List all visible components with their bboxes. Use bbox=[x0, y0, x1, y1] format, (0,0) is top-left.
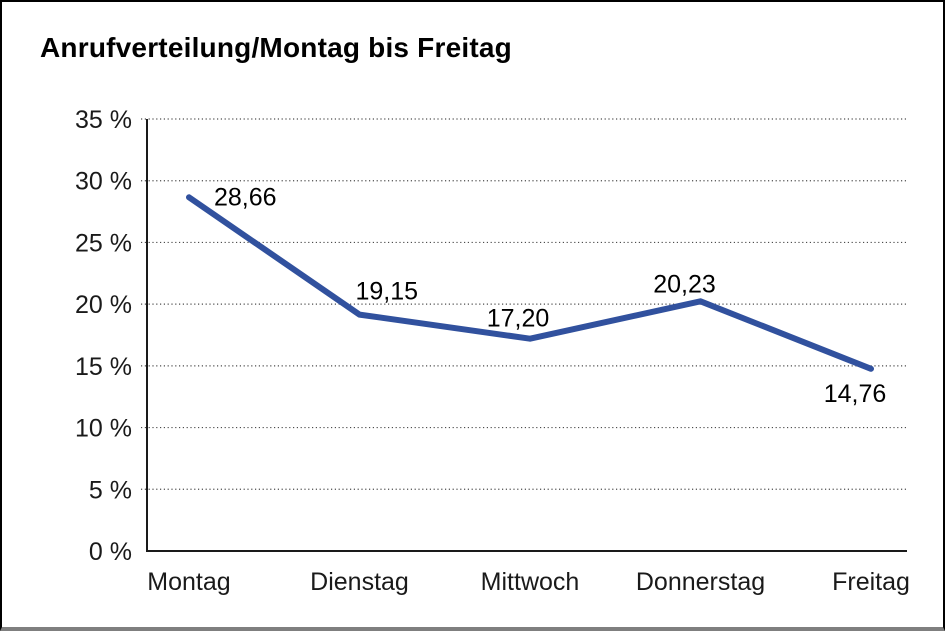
y-tick-label: 35 % bbox=[75, 106, 132, 134]
y-tick-label: 20 % bbox=[75, 291, 132, 319]
x-category-label: Freitag bbox=[832, 568, 910, 596]
data-line bbox=[186, 194, 874, 372]
data-point-label: 20,23 bbox=[653, 270, 716, 298]
chart-title: Anrufverteilung/Montag bis Freitag bbox=[40, 32, 512, 63]
data-point-label: 14,76 bbox=[824, 380, 887, 408]
y-tick-label: 15 % bbox=[75, 353, 132, 381]
data-point-label: 28,66 bbox=[214, 183, 277, 211]
y-tick-label: 5 % bbox=[89, 476, 132, 504]
data-point-label: 17,20 bbox=[487, 305, 550, 333]
y-tick-label: 30 % bbox=[75, 168, 132, 196]
data-point-label: 19,15 bbox=[356, 278, 419, 306]
y-tick-label: 25 % bbox=[75, 229, 132, 257]
y-tick-label: 10 % bbox=[75, 415, 132, 443]
y-tick-label: 0 % bbox=[89, 538, 132, 566]
x-category-label: Mittwoch bbox=[481, 568, 580, 596]
x-category-label: Donnerstag bbox=[636, 568, 765, 596]
x-category-label: Dienstag bbox=[310, 568, 409, 596]
x-category-label: Montag bbox=[147, 568, 230, 596]
